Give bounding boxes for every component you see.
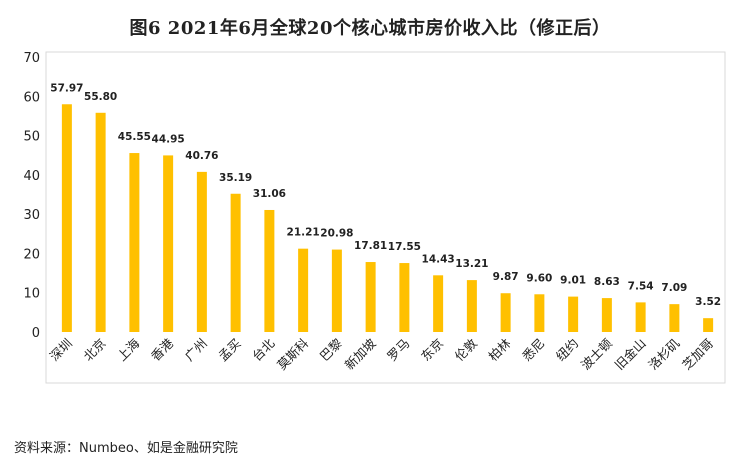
x-tick-label: 莫斯科	[274, 335, 311, 372]
value-label: 17.81	[354, 240, 387, 252]
bar-4	[163, 155, 174, 332]
value-label: 14.43	[422, 253, 455, 265]
source-note: 资料来源：Numbeo、如是金融研究院	[14, 441, 238, 456]
value-label: 8.63	[594, 276, 620, 288]
y-tick-label: 40	[23, 169, 40, 184]
x-tick-label: 新加坡	[342, 335, 379, 372]
value-label: 44.95	[152, 133, 185, 145]
bar-7	[264, 209, 275, 332]
x-tick-label: 洛杉矶	[645, 335, 682, 372]
y-tick-label: 20	[23, 247, 40, 262]
value-label: 40.76	[185, 150, 218, 162]
bar-12	[433, 275, 444, 332]
bar-17	[601, 298, 612, 332]
value-label: 55.80	[84, 91, 117, 103]
value-label: 57.97	[50, 82, 83, 94]
x-tick-label: 北京	[80, 336, 108, 364]
y-tick-label: 70	[23, 51, 40, 66]
value-label: 45.55	[118, 131, 151, 143]
value-label: 9.87	[493, 271, 519, 283]
value-label: 9.60	[526, 272, 552, 284]
value-label: 13.21	[455, 258, 488, 270]
x-tick-label: 台北	[249, 335, 278, 364]
bars	[61, 104, 714, 333]
bar-10	[365, 262, 376, 332]
bar-8	[298, 248, 309, 332]
x-tick-label: 柏林	[485, 335, 514, 364]
y-tick-label: 60	[23, 90, 40, 105]
bar-3	[129, 153, 140, 332]
bar-16	[568, 296, 579, 332]
value-label: 20.98	[320, 228, 353, 240]
bar-19	[669, 304, 680, 332]
y-tick-label: 50	[23, 130, 40, 145]
x-tick-label: 广州	[182, 336, 210, 364]
x-tick-label: 旧金山	[612, 336, 649, 373]
value-label: 31.06	[253, 188, 286, 200]
x-tick-label: 波士顿	[578, 335, 615, 372]
x-tick-label: 芝加哥	[679, 336, 716, 373]
x-tick-label: 上海	[114, 335, 143, 364]
bar-1	[61, 104, 72, 332]
value-label: 21.21	[287, 227, 320, 239]
bar-15	[534, 294, 545, 332]
value-label: 7.09	[661, 282, 687, 294]
x-tick-label: 孟买	[215, 336, 243, 364]
value-label: 35.19	[219, 172, 252, 184]
bar-6	[230, 193, 241, 332]
bar-11	[399, 263, 410, 332]
x-tick-label: 香港	[148, 335, 177, 364]
bar-18	[635, 302, 646, 332]
bar-9	[331, 249, 342, 332]
chart-title: 图6 2021年6月全球20个核心城市房价收入比（修正后）	[129, 18, 611, 39]
value-label: 17.55	[388, 241, 421, 253]
x-tick-label: 悉尼	[519, 336, 547, 364]
bar-5	[196, 171, 207, 332]
value-label: 9.01	[560, 275, 586, 287]
y-tick-label: 30	[23, 208, 40, 223]
plot-frame	[45, 51, 726, 384]
bar-20	[703, 318, 714, 332]
x-tick-label: 伦敦	[452, 335, 481, 364]
bar-2	[95, 112, 106, 333]
y-tick-label: 0	[32, 326, 40, 341]
y-axis: 0 10 20 30 40 50 60 70	[23, 51, 40, 341]
y-tick-label: 10	[23, 287, 40, 302]
value-label: 3.52	[695, 296, 721, 308]
x-tick-label: 深圳	[47, 336, 75, 364]
x-tick-label: 罗马	[384, 336, 412, 364]
x-tick-label: 巴黎	[317, 335, 346, 364]
bar-14	[500, 293, 511, 332]
value-label: 7.54	[628, 280, 654, 292]
x-tick-label: 纽约	[553, 336, 581, 364]
bar-13	[466, 280, 477, 332]
x-tick-label: 东京	[418, 336, 446, 364]
